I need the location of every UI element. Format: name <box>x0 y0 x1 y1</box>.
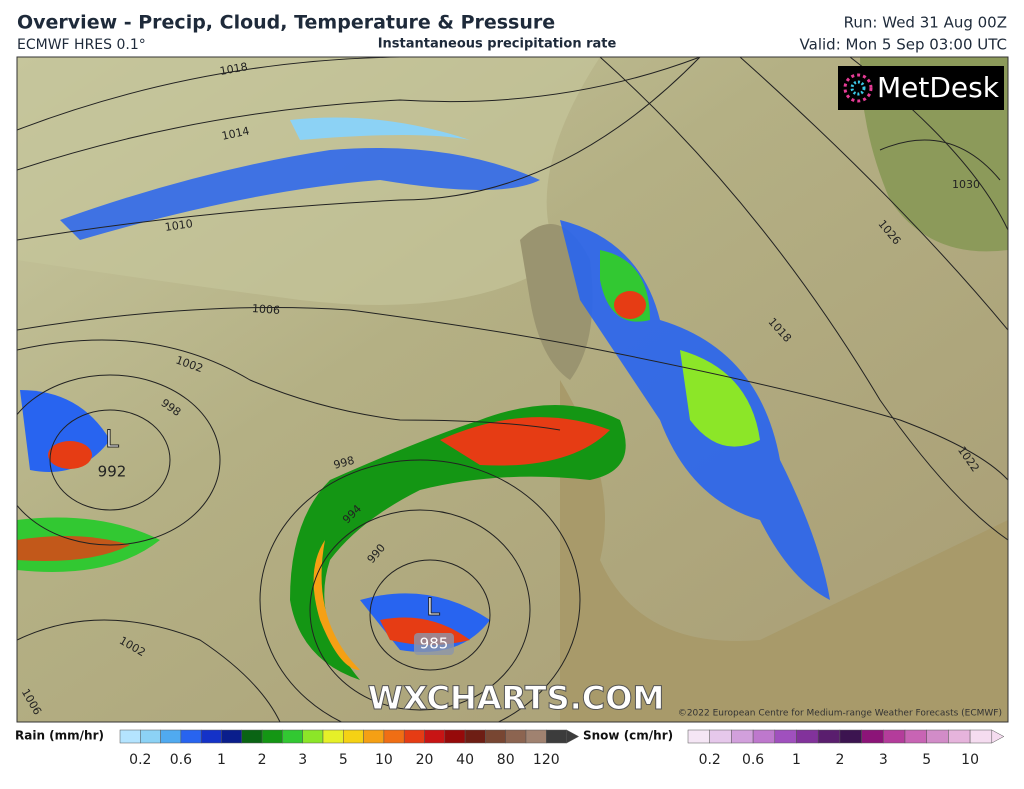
legend-swatch <box>883 729 906 744</box>
rain-label: Rain (mm/hr) <box>15 729 104 743</box>
isobar-label: 1010 <box>164 217 194 234</box>
legend-swatch <box>444 729 466 744</box>
isobar-label: 1006 <box>252 302 281 317</box>
legend-swatch <box>546 729 567 744</box>
legend-swatch <box>904 729 927 744</box>
valid: Valid: Mon 5 Sep 03:00 UTC <box>800 36 1007 54</box>
map: 1018 1014 1010 1006 1002 998 998 994 990… <box>17 57 1008 722</box>
legend-swatch <box>731 729 754 744</box>
legend-swatch <box>774 729 797 744</box>
isobar-label: 1014 <box>221 124 251 143</box>
legend-swatch <box>363 729 385 744</box>
legend-swatch <box>119 729 141 744</box>
legend-swatch <box>525 729 547 744</box>
legend-tick-label: 2 <box>835 752 844 768</box>
legend-tick-label: 2 <box>258 752 267 768</box>
legend-swatch <box>796 729 819 744</box>
legend-swatch <box>817 729 841 744</box>
legend-tick-label: 1 <box>217 752 226 768</box>
legend-swatch <box>687 729 710 744</box>
legend-swatch <box>261 729 283 744</box>
legend-tick-label: 120 <box>533 752 560 768</box>
legend-swatch <box>322 729 344 744</box>
snow-label: Snow (cm/hr) <box>583 729 673 743</box>
land-europe <box>560 380 1008 722</box>
title: Overview - Precip, Cloud, Temperature & … <box>17 12 555 34</box>
legend-swatch <box>403 729 425 744</box>
legend-tick-label: 10 <box>961 752 979 768</box>
legend-tick-label: 40 <box>456 752 474 768</box>
legend-swatch <box>200 729 222 744</box>
legend-swatch <box>221 729 243 744</box>
legend-tick-label: 3 <box>879 752 888 768</box>
legend-tick-label: 0.2 <box>699 752 721 768</box>
legend-arrow <box>991 729 1005 744</box>
legend-swatch <box>752 729 776 744</box>
run: Run: Wed 31 Aug 00Z <box>844 14 1007 32</box>
low-value: 992 <box>98 463 127 481</box>
isobars <box>17 57 1008 722</box>
rain-scale: 0.2 0.6 1 2 3 5 10 20 40 80 120 <box>119 729 580 768</box>
legend-swatch <box>505 729 527 744</box>
legend-swatch <box>140 729 161 744</box>
legend-swatch <box>926 729 949 744</box>
low-symbol: L <box>426 593 440 621</box>
layer: Instantaneous precipitation rate <box>378 37 617 52</box>
snow-scale: 0.2 0.6 1 2 3 5 10 <box>687 729 1005 768</box>
model: ECMWF HRES 0.1° <box>17 37 146 53</box>
legend-tick-label: 5 <box>339 752 348 768</box>
legend-swatch <box>709 729 732 744</box>
legend-tick-label: 20 <box>416 752 434 768</box>
low-value: 985 <box>420 635 449 653</box>
precipitation <box>17 117 830 680</box>
isobar-label: 998 <box>332 454 356 472</box>
legend-swatch <box>180 729 202 744</box>
map-frame <box>16 56 1009 723</box>
legend-swatch <box>343 729 364 744</box>
legend-swatch <box>160 729 182 744</box>
legend-tick-label: 1 <box>792 752 801 768</box>
legend-swatch <box>424 729 446 744</box>
legend-swatch <box>861 729 884 744</box>
legend-tick-label: 0.6 <box>170 752 192 768</box>
low-symbol: L <box>105 425 119 453</box>
copyright: ©2022 European Centre for Medium-range W… <box>678 709 1002 719</box>
logo: MetDesk <box>877 71 1000 104</box>
legend-arrow <box>566 729 580 744</box>
legend-swatch <box>839 729 862 744</box>
logo-box <box>838 66 1004 110</box>
isobar-label: 1030 <box>952 178 980 191</box>
legend-swatch <box>485 729 506 744</box>
legend-tick-label: 0.2 <box>129 752 151 768</box>
legend-swatch <box>464 729 486 744</box>
legend-swatch <box>948 729 971 744</box>
low-value-box <box>414 633 454 655</box>
legend-tick-label: 0.6 <box>742 752 764 768</box>
logo-icon <box>843 73 873 103</box>
legend-tick-label: 3 <box>298 752 307 768</box>
legend-swatch <box>969 729 993 744</box>
legend-tick-label: 80 <box>497 752 515 768</box>
legend-swatch <box>302 729 324 744</box>
legend-swatch <box>383 729 405 744</box>
watermark: WXCHARTS.COM <box>368 679 665 717</box>
legend-swatch <box>282 729 303 744</box>
legend-tick-label: 10 <box>375 752 393 768</box>
legend-swatch <box>241 729 263 744</box>
legend-tick-label: 5 <box>922 752 931 768</box>
isobar-label: 1018 <box>219 60 249 78</box>
